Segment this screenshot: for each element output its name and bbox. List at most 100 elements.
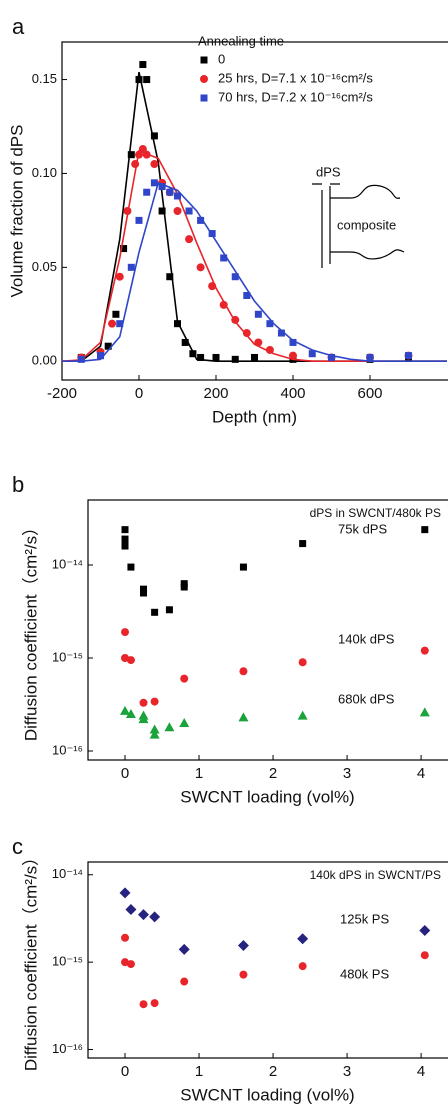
point — [328, 353, 335, 361]
y-tick-label: 10⁻¹⁴ — [52, 866, 83, 881]
point — [200, 75, 208, 83]
point — [166, 273, 174, 281]
point — [239, 667, 248, 676]
point — [166, 188, 174, 196]
x-tick-label: 0 — [121, 1063, 129, 1080]
point — [138, 710, 149, 720]
point — [289, 351, 297, 360]
point — [180, 674, 189, 683]
point — [174, 320, 181, 328]
point — [138, 909, 150, 921]
legend-label: 0 — [218, 51, 225, 66]
point — [308, 350, 316, 358]
point — [421, 526, 429, 534]
x-tick-label: -200 — [47, 385, 77, 402]
series-label: 680k dPS — [338, 691, 395, 706]
point — [135, 76, 143, 84]
point — [150, 160, 159, 169]
point — [142, 150, 151, 159]
y-tick-label: 10⁻¹⁴ — [52, 556, 83, 571]
point — [120, 245, 128, 253]
point — [239, 970, 248, 979]
point — [119, 887, 131, 899]
point — [151, 608, 159, 616]
point — [138, 145, 147, 154]
point — [149, 724, 160, 734]
point — [77, 355, 85, 363]
x-tick-label: 4 — [417, 765, 425, 782]
point — [123, 207, 132, 215]
plot-frame — [87, 499, 448, 761]
y-tick-label: 0.05 — [32, 259, 57, 274]
x-tick-label: 200 — [203, 385, 228, 402]
point — [125, 708, 136, 718]
x-tick-label: 1 — [195, 1063, 203, 1080]
point — [164, 722, 175, 732]
x-tick-label: 2 — [269, 1063, 277, 1080]
point — [179, 717, 190, 727]
point — [150, 132, 158, 140]
point — [231, 355, 239, 363]
point — [150, 179, 158, 187]
point — [180, 977, 189, 986]
point — [149, 729, 160, 739]
inset-label: dPS — [316, 164, 341, 179]
point — [238, 712, 249, 722]
point — [139, 698, 148, 707]
point — [131, 160, 140, 169]
point — [165, 606, 173, 614]
point — [121, 535, 129, 543]
point — [125, 904, 137, 916]
y-tick-label: 10⁻¹⁵ — [52, 954, 83, 969]
point — [419, 707, 430, 717]
series-label: 140k dPS — [338, 631, 395, 646]
point — [126, 960, 135, 969]
point — [196, 263, 205, 272]
x-tick-label: 400 — [280, 385, 305, 402]
point — [116, 320, 124, 328]
x-tick-label: 2 — [269, 765, 277, 782]
series-label: 480k PS — [340, 966, 389, 981]
point — [189, 350, 197, 358]
point — [121, 526, 129, 534]
point — [127, 563, 135, 571]
point — [139, 1000, 148, 1009]
point — [266, 320, 274, 328]
point — [143, 188, 151, 196]
point — [420, 951, 429, 960]
panel-label: a — [12, 14, 25, 39]
point — [297, 933, 309, 945]
point — [97, 352, 104, 360]
panel-label: c — [12, 834, 23, 859]
point — [419, 925, 431, 937]
fit-line — [61, 149, 447, 363]
point — [405, 352, 412, 360]
x-axis-label: Depth (nm) — [212, 407, 297, 426]
point — [126, 656, 135, 665]
x-tick-label: 3 — [343, 1063, 351, 1080]
point — [158, 207, 166, 215]
point — [200, 56, 208, 64]
legend-title: Annealing time — [198, 33, 284, 48]
point — [135, 150, 143, 159]
plot-title: dPS in SWCNT/480k PS — [310, 506, 441, 520]
series-label: 75k dPS — [338, 521, 387, 536]
legend-label: 25 hrs, D=7.1 x 10⁻¹⁶cm²/s — [218, 70, 373, 85]
point — [150, 697, 159, 706]
point — [289, 338, 297, 346]
point — [121, 933, 130, 942]
point — [219, 300, 228, 309]
point — [231, 273, 239, 281]
point — [127, 151, 135, 159]
point — [237, 940, 249, 952]
point — [108, 319, 117, 328]
y-axis-label: Volume fraction of dPS — [7, 125, 26, 298]
point — [178, 943, 190, 955]
point — [197, 353, 205, 361]
point — [135, 216, 143, 224]
point — [139, 61, 147, 69]
point — [150, 999, 159, 1008]
point — [140, 589, 148, 597]
point — [254, 338, 263, 347]
